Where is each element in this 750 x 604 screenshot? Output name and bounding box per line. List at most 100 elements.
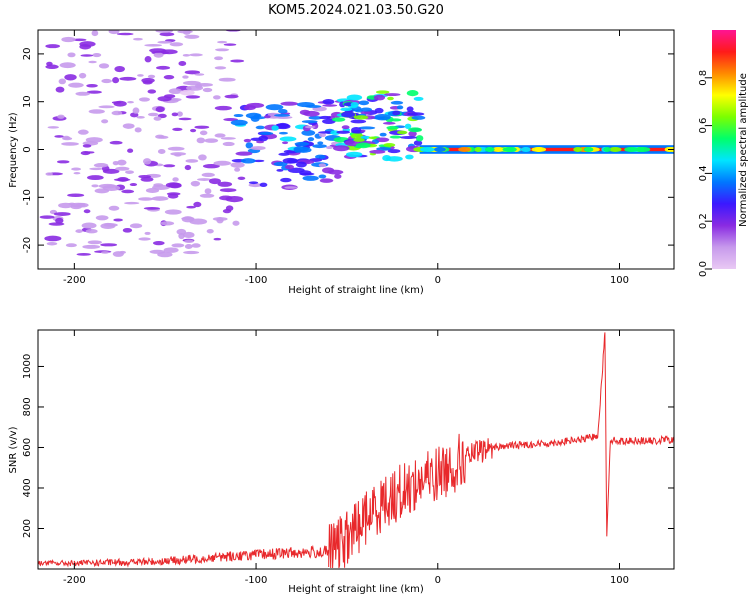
- heatmap-cell: [59, 62, 76, 69]
- heatmap-cell: [182, 30, 191, 35]
- heatmap-cell: [396, 105, 404, 110]
- heatmap-cell: [202, 87, 213, 93]
- heatmap-cell: [117, 159, 127, 166]
- heatmap-cell: [80, 151, 91, 156]
- heatmap-cell: [54, 135, 64, 138]
- heatmap-cell: [258, 135, 269, 142]
- heatmap-cell: [191, 243, 201, 248]
- heatmap-cell: [61, 36, 76, 43]
- heatmap-cell: [406, 90, 419, 97]
- heatmap-cell: [184, 34, 200, 39]
- heatmap-cell: [101, 251, 109, 254]
- heatmap-cell: [136, 116, 145, 119]
- heatmap-cell: [144, 43, 163, 47]
- heatmap-cell: [243, 138, 252, 143]
- heatmap-cell: [341, 125, 350, 130]
- heatmap-cell: [406, 106, 414, 112]
- heatmap-cell: [332, 145, 350, 152]
- heatmap-cell: [179, 89, 195, 96]
- snr-series-line: [38, 332, 674, 569]
- heatmap-cell: [144, 231, 151, 235]
- heatmap-cell: [219, 188, 237, 193]
- heatmap-cell: [80, 54, 94, 57]
- heatmap-cell: [87, 175, 104, 181]
- heatmap-cell: [149, 249, 166, 254]
- heatmap-cell: [167, 193, 179, 199]
- heatmap-cell: [138, 197, 154, 201]
- heatmap-cell: [319, 115, 331, 120]
- heatmap-cell: [55, 217, 64, 224]
- heatmap-cell: [132, 107, 140, 114]
- heatmap-cell: [273, 161, 288, 167]
- heatmap-cell: [112, 77, 120, 84]
- y-tick-label: 800: [22, 397, 33, 416]
- heatmap-cell: [189, 53, 203, 57]
- heatmap-cell: [129, 223, 143, 229]
- heatmap-cell: [204, 138, 219, 143]
- x-tick-label: 0: [435, 575, 441, 586]
- heatmap-cell: [76, 253, 91, 256]
- heatmap-cell: [252, 159, 265, 163]
- colorbar-tick-label: 0.0: [698, 261, 709, 277]
- heatmap-cell: [248, 181, 259, 185]
- heatmap-cell: [100, 243, 118, 247]
- heatmap-cell: [75, 229, 83, 233]
- heatmap-cell: [70, 202, 86, 208]
- heatmap-cell: [176, 228, 187, 235]
- heatmap-cell: [57, 160, 70, 164]
- heatmap-cell: [274, 113, 291, 117]
- heatmap-cell: [531, 147, 547, 152]
- heatmap-cell: [169, 42, 184, 47]
- heatmap-cell: [271, 125, 279, 131]
- heatmap-cell: [142, 158, 152, 165]
- colorbar-tick-label: 0.8: [698, 70, 709, 86]
- heatmap-cell: [67, 52, 76, 58]
- heatmap-cell: [624, 147, 639, 152]
- heatmap-cell: [353, 115, 369, 120]
- heatmap-cell: [194, 125, 210, 129]
- colorbar-tick-label: 0.2: [698, 213, 709, 229]
- colorbar-tick-label: 0.6: [698, 118, 709, 134]
- heatmap-cell: [67, 193, 85, 198]
- heatmap-cell: [284, 164, 294, 170]
- spectrogram-x-axis-label: Height of straight line (km): [288, 285, 424, 296]
- heatmap-cell: [276, 168, 284, 172]
- heatmap-band-core: [419, 147, 674, 152]
- heatmap-cell: [171, 243, 185, 248]
- heatmap-cell: [334, 173, 342, 179]
- heatmap-cell: [172, 127, 183, 131]
- heatmap-cell: [171, 112, 179, 117]
- figure-title: KOM5.2024.021.03.50.G20: [268, 3, 444, 18]
- colorbar-tick-label: 0.4: [698, 165, 709, 181]
- heatmap-cell: [57, 114, 65, 119]
- heatmap-cell: [214, 133, 226, 138]
- heatmap-cell: [217, 181, 233, 187]
- heatmap-cell: [65, 243, 77, 248]
- heatmap-cell: [155, 30, 174, 33]
- snr-x-axis-label: Height of straight line (km): [288, 584, 424, 595]
- heatmap-cell: [325, 146, 333, 150]
- heatmap-cell: [81, 222, 97, 229]
- heatmap-cell: [44, 235, 62, 242]
- y-tick-label: 0: [22, 146, 33, 152]
- heatmap-cell: [222, 141, 235, 147]
- heatmap-cell: [237, 176, 246, 180]
- heatmap-cell: [396, 130, 408, 135]
- heatmap-cell: [491, 147, 505, 152]
- heatmap-cell: [635, 147, 651, 152]
- y-tick-label: -20: [22, 237, 33, 253]
- heatmap-cell: [213, 95, 221, 100]
- heatmap-cell: [322, 104, 338, 107]
- heatmap-cell: [304, 104, 322, 108]
- heatmap-cell: [214, 105, 232, 111]
- heatmap-cell: [400, 135, 417, 139]
- heatmap-cell: [240, 158, 256, 164]
- heatmap-cell: [155, 106, 165, 113]
- heatmap-cell: [101, 119, 109, 124]
- heatmap-cell: [331, 117, 346, 122]
- heatmap-cell: [53, 212, 71, 216]
- heatmap-cell: [201, 172, 215, 178]
- heatmap-cell: [122, 123, 135, 129]
